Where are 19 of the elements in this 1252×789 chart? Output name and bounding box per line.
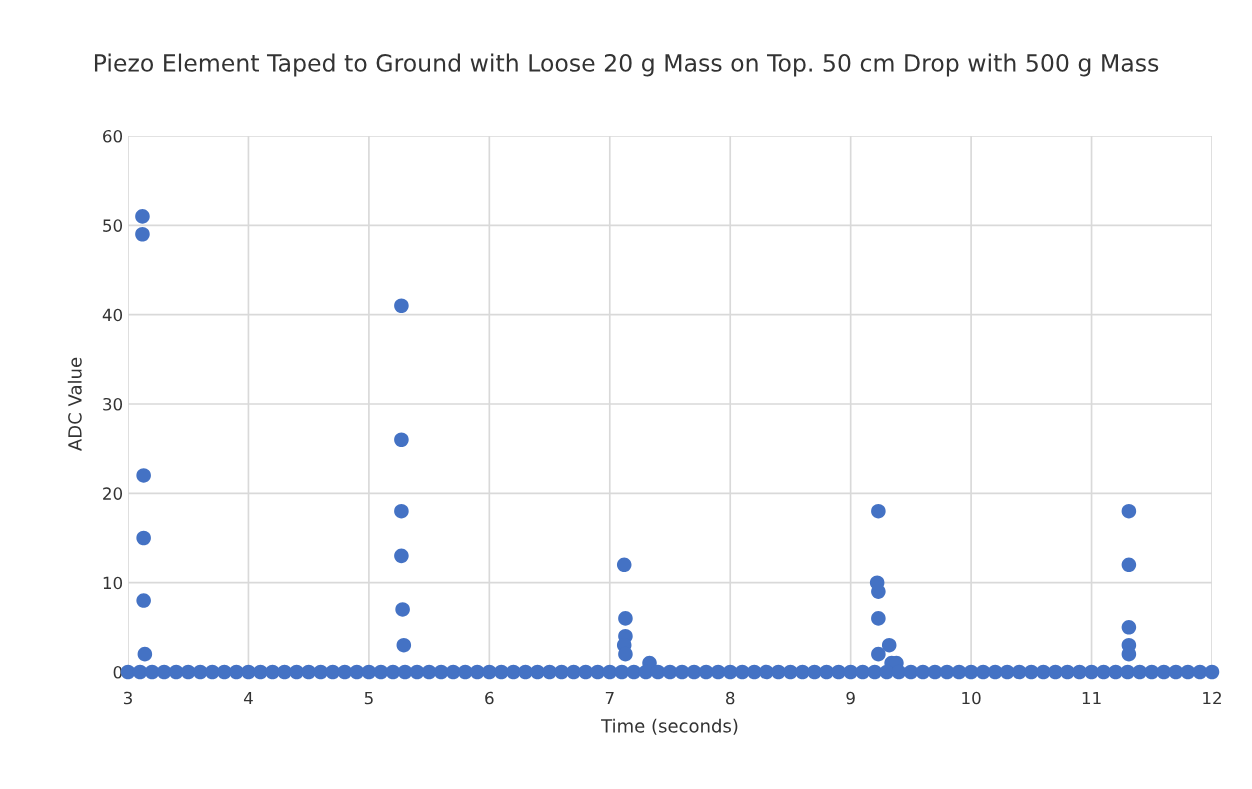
y-tick-label: 50 — [103, 219, 123, 232]
x-tick-label: 5 — [364, 691, 373, 705]
x-tick-label: 4 — [243, 691, 253, 705]
x-tick-label: 7 — [605, 691, 614, 705]
x-tick-label: 12 — [1203, 691, 1221, 705]
x-tick-label: 9 — [846, 691, 855, 705]
y-tick-label: 40 — [102, 308, 123, 322]
x-tick-label: 6 — [485, 691, 494, 705]
x-tick-label: 8 — [726, 691, 735, 705]
x-axis-title: Time (seconds) — [601, 718, 738, 735]
y-tick-label: 60 — [103, 129, 123, 143]
y-tick-label: 10 — [103, 576, 123, 590]
x-tick-label: 3 — [123, 691, 132, 705]
y-tick-label: 30 — [103, 397, 123, 411]
x-tick-label: 11 — [1082, 691, 1101, 705]
chart-title: Piezo Element Taped to Ground with Loose 20 g Mass on Top. 50 cm Drop with 500 g Mass — [94, 53, 1159, 77]
x-tick-label: 10 — [962, 691, 981, 705]
y-tick-label: 20 — [103, 487, 123, 500]
y-axis-title: ADC Value — [67, 357, 82, 451]
